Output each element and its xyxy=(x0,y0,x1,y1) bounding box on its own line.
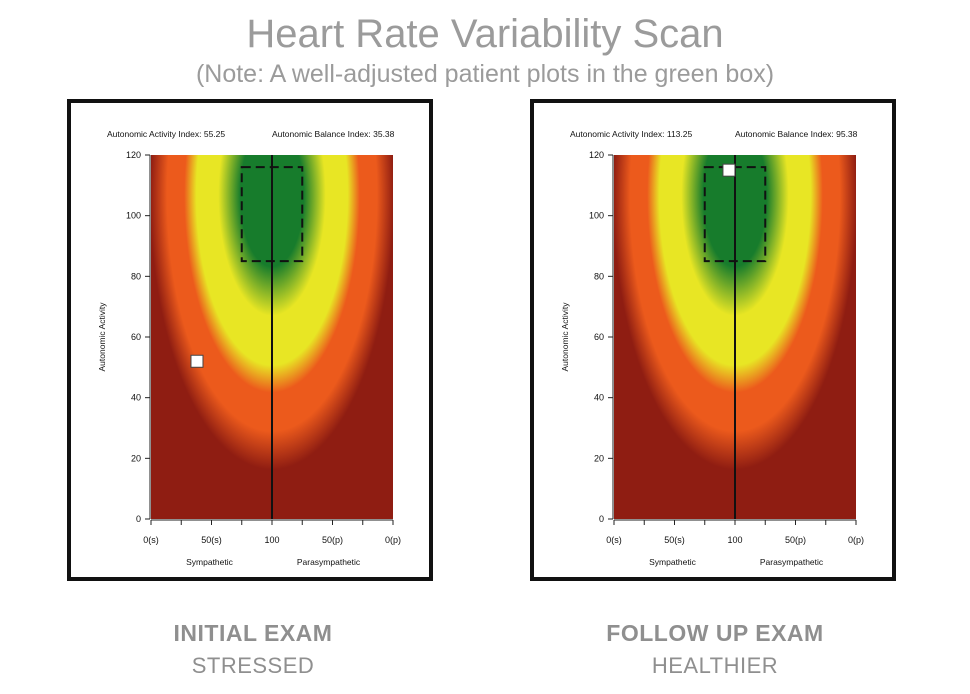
x-tick-label: 0(p) xyxy=(385,535,401,545)
caption-initial: INITIAL EXAM STRESSED xyxy=(68,620,438,679)
x-tick-label: 0(s) xyxy=(606,535,622,545)
patient-point-marker xyxy=(190,354,204,368)
x-axis-label-sympathetic: Sympathetic xyxy=(186,557,234,567)
page-title: Heart Rate Variability Scan xyxy=(246,12,724,56)
x-tick-label: 50(p) xyxy=(785,535,806,545)
y-tick-label: 100 xyxy=(126,211,141,221)
y-tick-label: 80 xyxy=(131,271,141,281)
y-tick-label: 120 xyxy=(126,150,141,160)
x-tick-label: 0(s) xyxy=(143,535,159,545)
chart-svg: 0 20 40 60 80 100 120 0(s) 50(s) 100 50(p) 0(p) Auto… xyxy=(560,129,864,567)
x-axis-label-parasympathetic: Parasympathetic xyxy=(760,557,824,567)
exam-title-initial: INITIAL EXAM xyxy=(173,620,333,646)
chart-panel-initial: 0 20 40 60 80 100 120 0(s) 50(s) 100 50(p) 0(p) Auto… xyxy=(67,99,433,581)
y-axis-label: Autonomic Activity xyxy=(560,302,570,372)
x-tick-label: 50(s) xyxy=(201,535,222,545)
page-subtitle: (Note: A well-adjusted patient plots in … xyxy=(195,60,775,88)
x-tick-label: 50(p) xyxy=(322,535,343,545)
activity-index-label: Autonomic Activity Index: 113.25 xyxy=(570,129,692,139)
activity-index-label: Autonomic Activity Index: 55.25 xyxy=(107,129,225,139)
exam-status-initial: STRESSED xyxy=(191,653,315,678)
y-tick-label: 0 xyxy=(599,514,604,524)
y-tick-label: 60 xyxy=(594,332,604,342)
y-axis-label: Autonomic Activity xyxy=(97,302,107,372)
exam-title-followup: FOLLOW UP EXAM xyxy=(606,620,824,646)
caption-followup: FOLLOW UP EXAM HEALTHIER xyxy=(530,620,900,679)
x-tick-label: 0(p) xyxy=(848,535,864,545)
y-tick-label: 60 xyxy=(131,332,141,342)
y-tick-label: 20 xyxy=(594,453,604,463)
chart-svg: 0 20 40 60 80 100 120 0(s) 50(s) 100 50(p) 0(p) Auto… xyxy=(97,129,401,567)
balance-index-label: Autonomic Balance Index: 95.38 xyxy=(735,129,858,139)
x-axis-label-parasympathetic: Parasympathetic xyxy=(297,557,361,567)
y-tick-label: 40 xyxy=(594,393,604,403)
patient-point-marker xyxy=(722,163,736,177)
y-tick-label: 100 xyxy=(589,211,604,221)
y-tick-label: 20 xyxy=(131,453,141,463)
y-tick-label: 120 xyxy=(589,150,604,160)
chart-panel-followup: 0 20 40 60 80 100 120 0(s) 50(s) 100 50(p) 0(p) Auto… xyxy=(530,99,896,581)
balance-index-label: Autonomic Balance Index: 35.38 xyxy=(272,129,395,139)
y-tick-label: 80 xyxy=(594,271,604,281)
y-tick-label: 40 xyxy=(131,393,141,403)
x-tick-label: 50(s) xyxy=(664,535,685,545)
y-tick-label: 0 xyxy=(136,514,141,524)
x-axis-label-sympathetic: Sympathetic xyxy=(649,557,697,567)
x-tick-label: 100 xyxy=(727,535,742,545)
exam-status-followup: HEALTHIER xyxy=(651,653,779,678)
x-tick-label: 100 xyxy=(264,535,279,545)
